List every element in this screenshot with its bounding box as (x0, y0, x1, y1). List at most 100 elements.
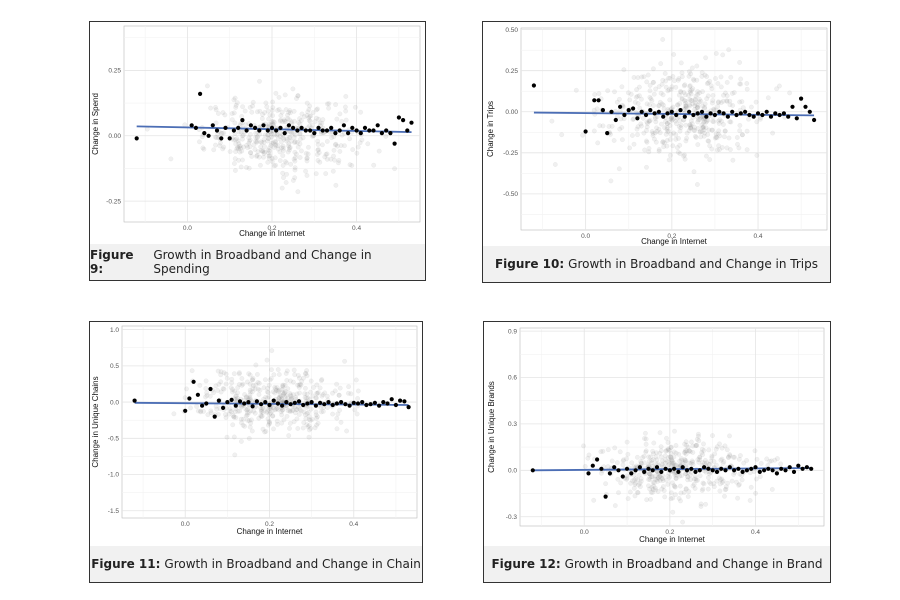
f3-cloud-point (612, 445, 618, 451)
f3-cloud-point (707, 461, 713, 467)
f0-cloud-point (342, 143, 347, 149)
f2-cloud-point (291, 419, 297, 425)
f3-cloud-point (700, 480, 706, 486)
f2-cloud-point (247, 372, 253, 378)
f3-cloud-point (681, 450, 687, 456)
f2-cloud-point (232, 452, 238, 458)
f2-cloud-point (312, 425, 318, 431)
f3-cloud-point (713, 446, 719, 452)
f1-cloud-point (705, 93, 711, 99)
f2-binned-point (305, 401, 310, 406)
f2-binned-point (191, 379, 196, 384)
f0-binned-point (405, 128, 410, 133)
f3-binned-point (710, 468, 715, 473)
f0-cloud-point (238, 164, 244, 170)
f3-cloud-point (693, 443, 699, 449)
f3-cloud-point (650, 451, 656, 457)
f3-cloud-point (744, 457, 749, 463)
f2-fit-line (134, 401, 409, 406)
f1-cloud-point (592, 92, 598, 97)
f1-cloud-point (770, 130, 775, 136)
f3-cloud-point (685, 444, 691, 450)
f1-cloud-point (650, 80, 656, 85)
f3-cloud-point (690, 459, 696, 465)
f0-binned-point (367, 128, 372, 133)
f1-cloud-point (688, 71, 694, 77)
f2-cloud-point (318, 378, 324, 383)
f2-binned-point (360, 400, 365, 405)
f3-cloud-point (737, 453, 743, 459)
f0-cloud-point (304, 173, 310, 178)
f2-cloud-point (273, 388, 279, 393)
f2-cloud-point (247, 424, 253, 430)
f3-cloud-point (624, 475, 630, 481)
f1-cloud-point (591, 128, 597, 134)
f2-cloud-point (291, 367, 297, 373)
f0-cloud-point (254, 135, 260, 141)
f1-cloud-point (687, 122, 693, 128)
f2-cloud-point (267, 420, 272, 425)
f3-cloud-point (635, 489, 640, 495)
f0-cloud-point (301, 114, 307, 120)
f3-cloud-point (753, 476, 759, 482)
f1-cloud-point (650, 133, 656, 138)
f2-binned-point (259, 402, 264, 407)
f0-cloud-point (259, 116, 265, 121)
f0-cloud-point (294, 96, 299, 101)
f2-binned-point (280, 403, 285, 408)
f2-cloud-point (337, 407, 343, 413)
f1-cloud-point (712, 135, 718, 141)
f3-binned-point (693, 469, 698, 474)
f0-binned-point (236, 125, 241, 130)
f2-cloud-point (314, 422, 320, 428)
f1-binned-point (734, 112, 739, 118)
f3-cloud-point (657, 430, 663, 436)
f3-cloud-point (727, 433, 732, 439)
f2-binned-point (288, 402, 293, 407)
f3-binned-point (642, 469, 647, 474)
f3-binned-point (804, 465, 809, 470)
f0-cloud-point (283, 119, 288, 125)
f3-cloud-point (669, 457, 674, 463)
f2-binned-point (402, 399, 407, 404)
f2-cloud-point (259, 408, 265, 414)
f1-cloud-point (717, 117, 723, 123)
f1-cloud-point (617, 108, 623, 114)
f0-cloud-point (277, 130, 283, 136)
f3-cloud-point (673, 450, 679, 456)
f0-cloud-point (268, 143, 274, 148)
f0-cloud-point (316, 116, 322, 122)
f0-cloud-point (315, 147, 321, 153)
f0-cloud-point (270, 140, 276, 146)
f1-cloud-point (663, 119, 668, 125)
f3-binned-point (590, 463, 595, 468)
f1-cloud-point (698, 98, 704, 104)
f0-cloud-point (250, 99, 256, 105)
f1-cloud-point (687, 84, 693, 89)
f0-cloud-point (213, 134, 218, 140)
f1-cloud-point (703, 153, 709, 159)
f3-cloud-point (685, 477, 691, 483)
f3-cloud-point (696, 438, 702, 444)
f3-cloud-point (701, 448, 707, 453)
f1-binned-point (755, 111, 761, 116)
f0-cloud-point (279, 145, 285, 151)
f0-cloud-point (308, 113, 314, 119)
f1-binned-point (600, 108, 605, 113)
f0-cloud-point (306, 107, 312, 112)
f1-cloud-point (721, 92, 726, 98)
f3-binned-point (672, 466, 677, 471)
f3-cloud-point (711, 481, 717, 487)
f2-binned-point (318, 400, 323, 405)
f0-binned-point (295, 128, 300, 133)
f0-cloud-point (269, 108, 275, 113)
f0-cloud-point (205, 83, 210, 89)
f0-cloud-point (282, 92, 288, 98)
f1-cloud-point (713, 51, 719, 56)
f0-cloud-point (237, 143, 243, 149)
f1-cloud-point (671, 52, 677, 57)
f0-cloud-point (297, 131, 303, 137)
f3-cloud-point (651, 440, 657, 446)
f0-cloud-point (144, 126, 150, 132)
f0-cloud-point (242, 108, 248, 114)
